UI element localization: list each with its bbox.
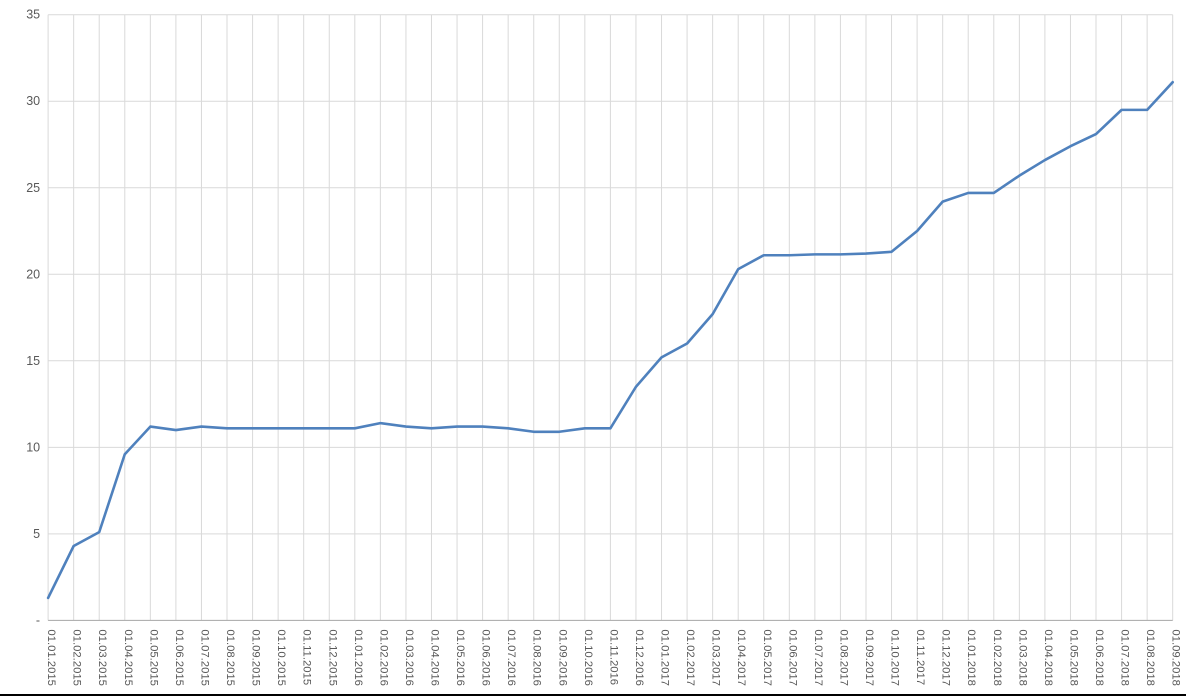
svg-text:01.08.2016: 01.08.2016 xyxy=(531,629,543,686)
svg-text:01.11.2015: 01.11.2015 xyxy=(301,629,313,685)
svg-text:01.09.2017: 01.09.2017 xyxy=(863,629,875,686)
svg-text:01.07.2016: 01.07.2016 xyxy=(505,629,517,686)
svg-text:01.04.2018: 01.04.2018 xyxy=(1042,629,1054,686)
svg-text:01.01.2018: 01.01.2018 xyxy=(965,629,977,686)
svg-text:01.06.2016: 01.06.2016 xyxy=(480,629,492,686)
svg-text:01.03.2016: 01.03.2016 xyxy=(403,629,415,686)
svg-text:01.07.2015: 01.07.2015 xyxy=(198,629,210,686)
svg-text:01.01.2015: 01.01.2015 xyxy=(45,629,57,686)
svg-text:01.03.2015: 01.03.2015 xyxy=(96,629,108,686)
svg-text:01.12.2017: 01.12.2017 xyxy=(940,629,952,686)
svg-text:01.10.2015: 01.10.2015 xyxy=(275,629,287,686)
svg-text:01.06.2015: 01.06.2015 xyxy=(173,629,185,686)
svg-text:01.07.2017: 01.07.2017 xyxy=(812,629,824,686)
svg-text:01.05.2018: 01.05.2018 xyxy=(1067,629,1079,686)
svg-text:01.05.2016: 01.05.2016 xyxy=(454,629,466,686)
svg-text:01.02.2016: 01.02.2016 xyxy=(377,629,389,686)
svg-text:15: 15 xyxy=(26,354,40,368)
svg-text:01.03.2017: 01.03.2017 xyxy=(710,629,722,686)
svg-text:01.09.2018: 01.09.2018 xyxy=(1170,629,1182,686)
svg-text:01.02.2015: 01.02.2015 xyxy=(71,629,83,686)
svg-text:01.12.2015: 01.12.2015 xyxy=(326,629,338,686)
svg-text:01.02.2017: 01.02.2017 xyxy=(684,629,696,686)
svg-text:01.03.2018: 01.03.2018 xyxy=(1016,629,1028,686)
svg-text:5: 5 xyxy=(33,527,40,541)
svg-text:01.09.2016: 01.09.2016 xyxy=(556,629,568,686)
svg-text:01.11.2017: 01.11.2017 xyxy=(914,629,926,685)
svg-text:01.05.2017: 01.05.2017 xyxy=(761,629,773,686)
svg-text:01.08.2017: 01.08.2017 xyxy=(837,629,849,686)
svg-text:01.09.2015: 01.09.2015 xyxy=(250,629,262,686)
svg-text:35: 35 xyxy=(26,8,40,22)
svg-text:30: 30 xyxy=(26,94,40,108)
svg-text:01.05.2015: 01.05.2015 xyxy=(147,629,159,686)
svg-text:01.07.2018: 01.07.2018 xyxy=(1119,629,1131,686)
svg-text:01.10.2016: 01.10.2016 xyxy=(582,629,594,686)
svg-text:10: 10 xyxy=(26,440,40,454)
svg-text:01.10.2017: 01.10.2017 xyxy=(889,629,901,686)
svg-text:01.04.2017: 01.04.2017 xyxy=(735,629,747,686)
svg-text:01.04.2016: 01.04.2016 xyxy=(428,629,440,686)
svg-text:01.11.2016: 01.11.2016 xyxy=(607,629,619,685)
svg-text:-: - xyxy=(36,613,40,627)
svg-text:01.01.2017: 01.01.2017 xyxy=(659,629,671,686)
svg-text:01.08.2018: 01.08.2018 xyxy=(1144,629,1156,686)
svg-text:01.06.2018: 01.06.2018 xyxy=(1093,629,1105,686)
svg-text:01.08.2015: 01.08.2015 xyxy=(224,629,236,686)
svg-text:01.04.2015: 01.04.2015 xyxy=(122,629,134,686)
svg-text:20: 20 xyxy=(26,267,40,281)
svg-text:01.12.2016: 01.12.2016 xyxy=(633,629,645,686)
svg-text:01.01.2016: 01.01.2016 xyxy=(352,629,364,686)
svg-text:01.02.2018: 01.02.2018 xyxy=(991,629,1003,686)
svg-text:01.06.2017: 01.06.2017 xyxy=(786,629,798,686)
svg-text:25: 25 xyxy=(26,181,40,195)
